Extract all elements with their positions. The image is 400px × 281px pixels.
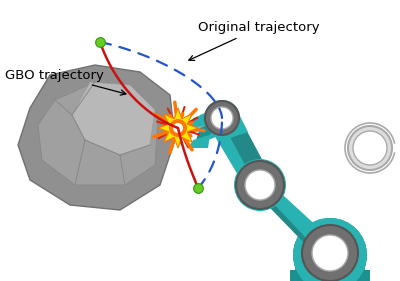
Polygon shape xyxy=(210,118,272,192)
Circle shape xyxy=(205,101,239,135)
Polygon shape xyxy=(188,135,210,148)
Text: Original trajectory: Original trajectory xyxy=(189,22,320,60)
Polygon shape xyxy=(210,112,248,142)
Circle shape xyxy=(353,131,387,165)
Polygon shape xyxy=(225,118,272,192)
Polygon shape xyxy=(290,270,370,281)
Text: GBO trajectory: GBO trajectory xyxy=(5,69,126,95)
Circle shape xyxy=(312,235,348,271)
Polygon shape xyxy=(248,185,346,253)
Polygon shape xyxy=(196,122,215,140)
Polygon shape xyxy=(248,185,320,253)
Circle shape xyxy=(204,100,240,136)
Polygon shape xyxy=(295,255,365,270)
Polygon shape xyxy=(38,82,158,185)
Circle shape xyxy=(211,107,233,129)
Circle shape xyxy=(293,218,367,281)
Circle shape xyxy=(293,218,367,281)
Circle shape xyxy=(236,161,284,209)
Circle shape xyxy=(169,119,187,137)
Circle shape xyxy=(348,126,392,170)
Polygon shape xyxy=(158,108,198,148)
Circle shape xyxy=(302,225,358,281)
Circle shape xyxy=(173,123,183,133)
Circle shape xyxy=(245,170,275,200)
Polygon shape xyxy=(18,65,175,210)
Circle shape xyxy=(234,159,286,211)
Polygon shape xyxy=(200,105,235,140)
Polygon shape xyxy=(190,110,215,128)
Polygon shape xyxy=(72,82,155,155)
